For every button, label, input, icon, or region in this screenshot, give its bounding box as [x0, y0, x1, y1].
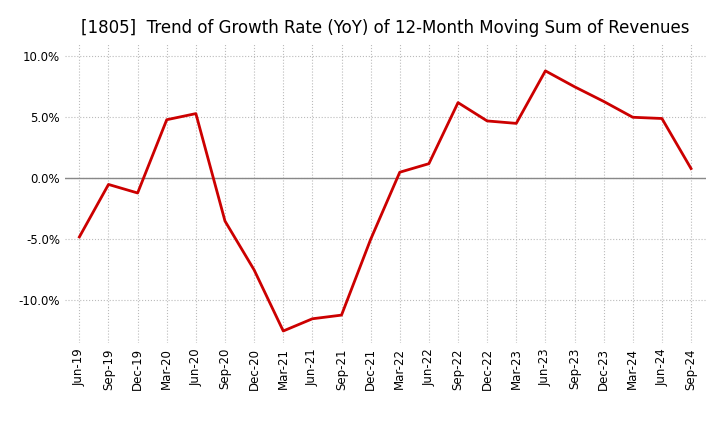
Title: [1805]  Trend of Growth Rate (YoY) of 12-Month Moving Sum of Revenues: [1805] Trend of Growth Rate (YoY) of 12-…: [81, 19, 690, 37]
